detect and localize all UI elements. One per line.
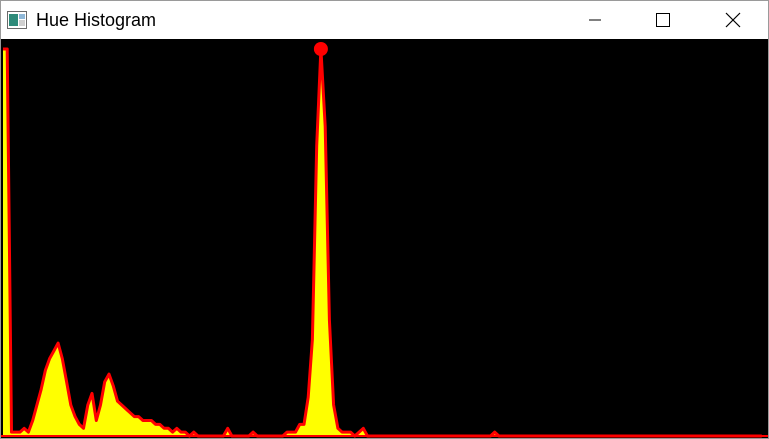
app-window-icon [7, 11, 27, 29]
histogram-fill [3, 49, 762, 436]
maximize-icon [656, 13, 670, 27]
close-button[interactable] [710, 1, 756, 39]
histogram-canvas [1, 39, 768, 438]
title-bar[interactable]: Hue Histogram [1, 1, 768, 39]
minimize-button[interactable] [572, 1, 618, 39]
window-title: Hue Histogram [36, 10, 157, 30]
peak-marker [313, 42, 328, 56]
histogram-curve [3, 47, 762, 438]
minimize-icon [589, 19, 601, 21]
close-icon [725, 12, 741, 28]
hue-histogram-chart [1, 42, 768, 438]
maximize-button[interactable] [640, 1, 686, 39]
